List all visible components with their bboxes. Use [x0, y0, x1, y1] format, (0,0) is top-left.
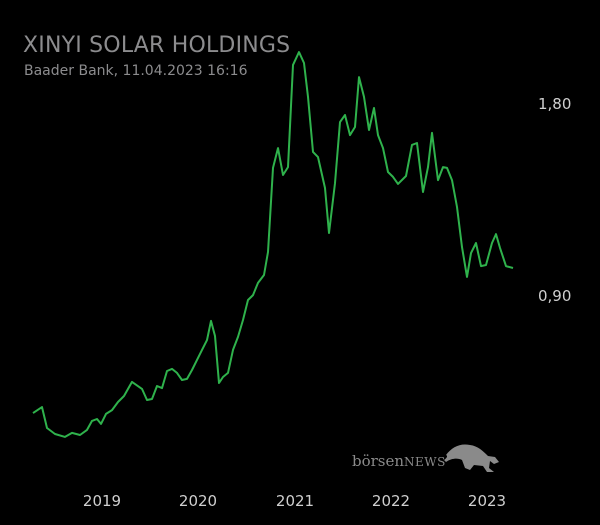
chart-subtitle: Baader Bank, 11.04.2023 16:16	[24, 63, 248, 79]
logo-text-news: NEWS	[404, 455, 446, 469]
y-tick-label: 0,90	[538, 287, 572, 305]
x-tick-label: 2020	[178, 492, 218, 510]
x-tick-label: 2022	[371, 492, 411, 510]
boersennews-logo: börsenNEWS	[352, 452, 446, 470]
x-tick-label: 2019	[82, 492, 122, 510]
bull-logo-icon	[444, 444, 499, 472]
logo-text-main: börsen	[352, 452, 405, 470]
price-line	[32, 51, 514, 438]
chart-title: XINYI SOLAR HOLDINGS	[23, 33, 291, 58]
x-tick-label: 2023	[467, 492, 507, 510]
y-tick-label: 1,80	[538, 95, 572, 113]
x-tick-label: 2021	[275, 492, 315, 510]
